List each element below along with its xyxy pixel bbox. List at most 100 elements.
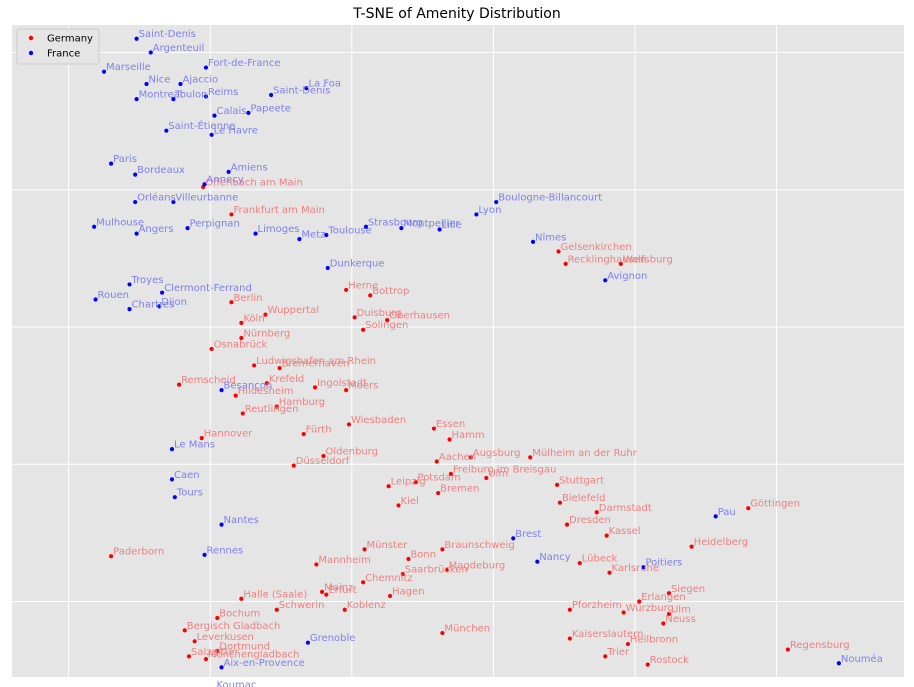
germany-point-label: Braunschweig: [444, 540, 514, 551]
germany-point: [386, 484, 391, 489]
france-point-label: Limoges: [258, 224, 300, 235]
france-point-label: Villeurbanne: [175, 193, 238, 204]
germany-point-label: Pforzheim: [572, 600, 622, 611]
germany-point: [203, 657, 209, 662]
germany-point-label: Herne: [348, 280, 378, 291]
germany-point-label: Mainz: [324, 582, 353, 593]
germany-point: [666, 591, 672, 596]
germany-point: [239, 335, 244, 341]
germany-point: [563, 261, 568, 266]
france-point-label: Nantes: [224, 515, 259, 526]
germany-point: [577, 560, 582, 566]
germany-point: [661, 621, 666, 626]
france-point-label: Angers: [139, 224, 174, 235]
france-point-label: Caen: [174, 470, 200, 481]
france-point: [172, 495, 177, 500]
germany-point: [344, 388, 349, 393]
france-point: [164, 128, 169, 133]
germany-point: [431, 426, 437, 431]
germany-point-label: Koblenz: [347, 600, 386, 611]
germany-point-label: Chemnitz: [365, 573, 413, 584]
france-point: [269, 92, 274, 98]
france-point: [171, 199, 176, 205]
legend-marker-germany: [28, 35, 34, 41]
france-point: [134, 36, 139, 41]
germany-point: [746, 506, 751, 511]
germany-point-label: Halle (Saale): [243, 589, 307, 600]
germany-point: [215, 615, 220, 621]
germany-point: [567, 636, 572, 641]
germany-point: [215, 648, 220, 654]
france-point: [202, 182, 207, 187]
france-point: [836, 661, 841, 666]
germany-point-label: Düsseldorf: [296, 456, 350, 467]
germany-point-label: Wuppertal: [267, 305, 319, 316]
france-point: [494, 199, 499, 205]
france-point: [159, 290, 165, 295]
germany-point-label: Stuttgart: [559, 475, 604, 486]
france-point-label: Toulouse: [327, 226, 371, 237]
france-point-label: Bordeaux: [137, 165, 185, 176]
germany-point: [239, 596, 244, 601]
germany-point-label: Bochum: [219, 608, 260, 619]
france-point-label: Poitiers: [645, 558, 682, 569]
france-point: [169, 447, 175, 452]
germany-point: [291, 463, 296, 468]
france-point-label: Besançon: [224, 381, 273, 392]
germany-point-label: Freiburg im Breisgau: [453, 464, 556, 475]
france-point: [203, 65, 209, 70]
germany-point: [555, 482, 560, 487]
germany-point: [182, 628, 187, 633]
france-point: [641, 565, 646, 570]
germany-point: [352, 315, 357, 320]
germany-point: [604, 533, 609, 538]
germany-point-label: Offenbach am Main: [205, 177, 303, 188]
france-point-label: Nice: [149, 75, 171, 86]
france-point-label: Argenteuil: [153, 43, 205, 54]
legend-marker-france: [28, 50, 34, 56]
germany-point-label: Essen: [436, 419, 465, 430]
germany-point: [447, 437, 452, 442]
germany-point: [484, 475, 489, 481]
germany-point: [385, 318, 390, 323]
france-point-label: Le Havre: [214, 125, 258, 136]
germany-point-label: Moers: [348, 381, 378, 392]
germany-point: [312, 385, 318, 390]
germany-point-label: Erlangen: [641, 592, 686, 603]
germany-point: [607, 570, 612, 575]
plot-area: [12, 25, 904, 677]
france-point: [474, 212, 479, 217]
france-point-label: Tours: [176, 488, 203, 499]
germany-point: [199, 436, 204, 441]
france-point-label: Clermont-Ferrand: [164, 283, 252, 294]
germany-point: [186, 654, 192, 659]
france-point-label: Orléans: [137, 192, 176, 204]
france-point-label: Aix-en-Provence: [224, 658, 305, 669]
france-point: [305, 640, 311, 645]
point-labels: Offenbach am Main Frankfurt am Main Gelsen…: [96, 29, 883, 687]
legend-label-france: France: [47, 49, 80, 60]
germany-point-label: Münster: [367, 540, 409, 551]
germany-point-label: Bremerhaven: [282, 359, 350, 370]
legend: Germany France: [16, 28, 100, 65]
france-point: [93, 297, 98, 302]
germany-point: [274, 404, 279, 409]
germany-point-label: Oldenburg: [325, 447, 377, 458]
germany-point: [368, 293, 373, 298]
germany-point-label: Bremen: [440, 484, 479, 495]
france-point-label: Lille: [442, 220, 462, 231]
germany-point-label: Mülheim an der Ruhr: [532, 448, 638, 459]
germany-point-label: Dresden: [569, 515, 611, 526]
germany-point-label: Schwerin: [279, 600, 325, 611]
germany-point: [192, 639, 197, 644]
france-point: [399, 226, 404, 231]
germany-point-label: Bottrop: [372, 286, 409, 297]
france-point: [185, 226, 190, 231]
france-point: [171, 97, 176, 102]
germany-point: [324, 592, 329, 597]
france-point-label: Nouméa: [841, 653, 883, 665]
france-point-label: Lyon: [478, 205, 501, 216]
germany-point: [252, 363, 257, 368]
germany-point: [625, 641, 631, 647]
germany-point: [263, 312, 268, 317]
